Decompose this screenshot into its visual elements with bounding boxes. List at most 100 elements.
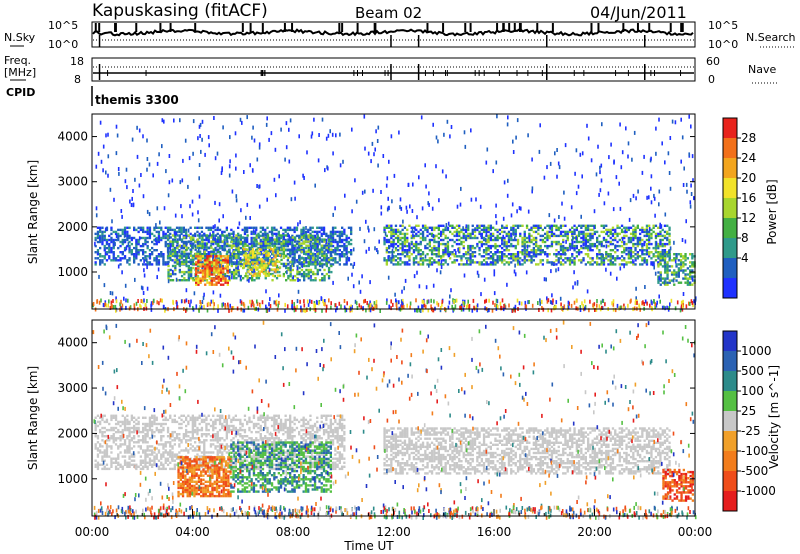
power-cell (204, 283, 207, 286)
power-cell (258, 258, 261, 261)
power-noise (475, 197, 477, 202)
power-cell (338, 232, 341, 236)
power-cell (677, 275, 680, 278)
power-cell (485, 228, 488, 232)
power-cell (632, 251, 635, 254)
power-cell (392, 228, 395, 232)
power-cell (230, 246, 233, 249)
power-cell (169, 250, 172, 253)
power-cell (478, 230, 481, 234)
power-cell (327, 260, 331, 264)
power-cell (330, 238, 333, 241)
power-cell (336, 253, 339, 256)
power-noise (156, 161, 159, 166)
power-cell (142, 244, 145, 248)
power-cell (265, 264, 268, 267)
power-cell (668, 232, 671, 236)
power-cell (121, 228, 124, 232)
power-noise (146, 157, 149, 161)
power-cell (392, 242, 395, 246)
power-cell (103, 263, 106, 266)
power-cell (390, 228, 393, 232)
power-cell (221, 264, 224, 268)
power-cell (618, 226, 621, 229)
power-cell (589, 249, 592, 252)
power-cell (557, 257, 560, 260)
power-cell (269, 246, 272, 249)
power-cell (210, 270, 213, 274)
power-cell (112, 238, 115, 242)
power-cell (553, 224, 556, 227)
power-noise (105, 170, 107, 175)
power-cell (312, 258, 315, 262)
power-cell (199, 252, 202, 255)
power-cell (629, 255, 633, 258)
power-cell (298, 258, 301, 262)
power-cell (242, 250, 245, 253)
power-noise (524, 250, 526, 255)
power-cell (126, 238, 129, 242)
power-cell (321, 238, 324, 241)
power-noise (192, 119, 195, 124)
power-noise (204, 152, 206, 157)
power-cell (187, 240, 190, 243)
power-cell (482, 255, 486, 258)
power-cell (264, 268, 267, 272)
power-cell (648, 242, 651, 246)
power-cell (426, 226, 429, 229)
power-noise (168, 235, 171, 240)
power-cell (591, 232, 594, 236)
power-cell (666, 242, 669, 246)
power-cell (607, 259, 610, 262)
power-cell (593, 230, 596, 234)
power-noise (367, 151, 370, 156)
power-cell (609, 253, 612, 256)
power-noise (441, 299, 444, 304)
power-cell (126, 234, 129, 238)
power-cell (254, 274, 257, 277)
power-cell (280, 258, 283, 262)
power-cell (133, 246, 136, 250)
power-cell (121, 257, 124, 260)
power-cell (258, 248, 261, 251)
power-cell (318, 279, 322, 282)
power-noise (414, 226, 416, 231)
power-cell (126, 244, 129, 248)
power-cell (388, 244, 391, 248)
power-cell (659, 238, 662, 242)
power-cell (625, 226, 628, 229)
power-cell (226, 259, 229, 262)
power-cell (298, 246, 301, 250)
power-cell (244, 264, 247, 268)
power-cell (535, 249, 538, 252)
power-noise (123, 239, 125, 244)
power-noise (190, 299, 192, 304)
power-cell (325, 261, 328, 264)
power-cell (287, 266, 290, 270)
power-cell (311, 261, 314, 264)
power-cell (322, 232, 326, 236)
power-noise (324, 168, 326, 173)
power-noise (572, 235, 574, 240)
power-noise (136, 154, 139, 159)
power-cell (632, 228, 635, 232)
power-cell (512, 224, 515, 227)
power-cell (148, 255, 152, 258)
power-cell (293, 255, 296, 258)
power-cell (492, 238, 495, 242)
power-noise (118, 171, 120, 176)
power-noise (564, 251, 566, 256)
power-noise (627, 141, 630, 146)
power-cell (273, 238, 276, 241)
power-cell (110, 240, 113, 244)
power-cell (390, 230, 393, 234)
power-cell (392, 230, 395, 234)
power-cell (121, 240, 124, 244)
power-cell (216, 232, 219, 236)
power-cell (133, 261, 136, 264)
power-cell (605, 255, 608, 258)
power-cell (596, 255, 599, 258)
power-noise (520, 301, 523, 306)
power-cell (440, 255, 443, 258)
power-cell (164, 244, 167, 248)
